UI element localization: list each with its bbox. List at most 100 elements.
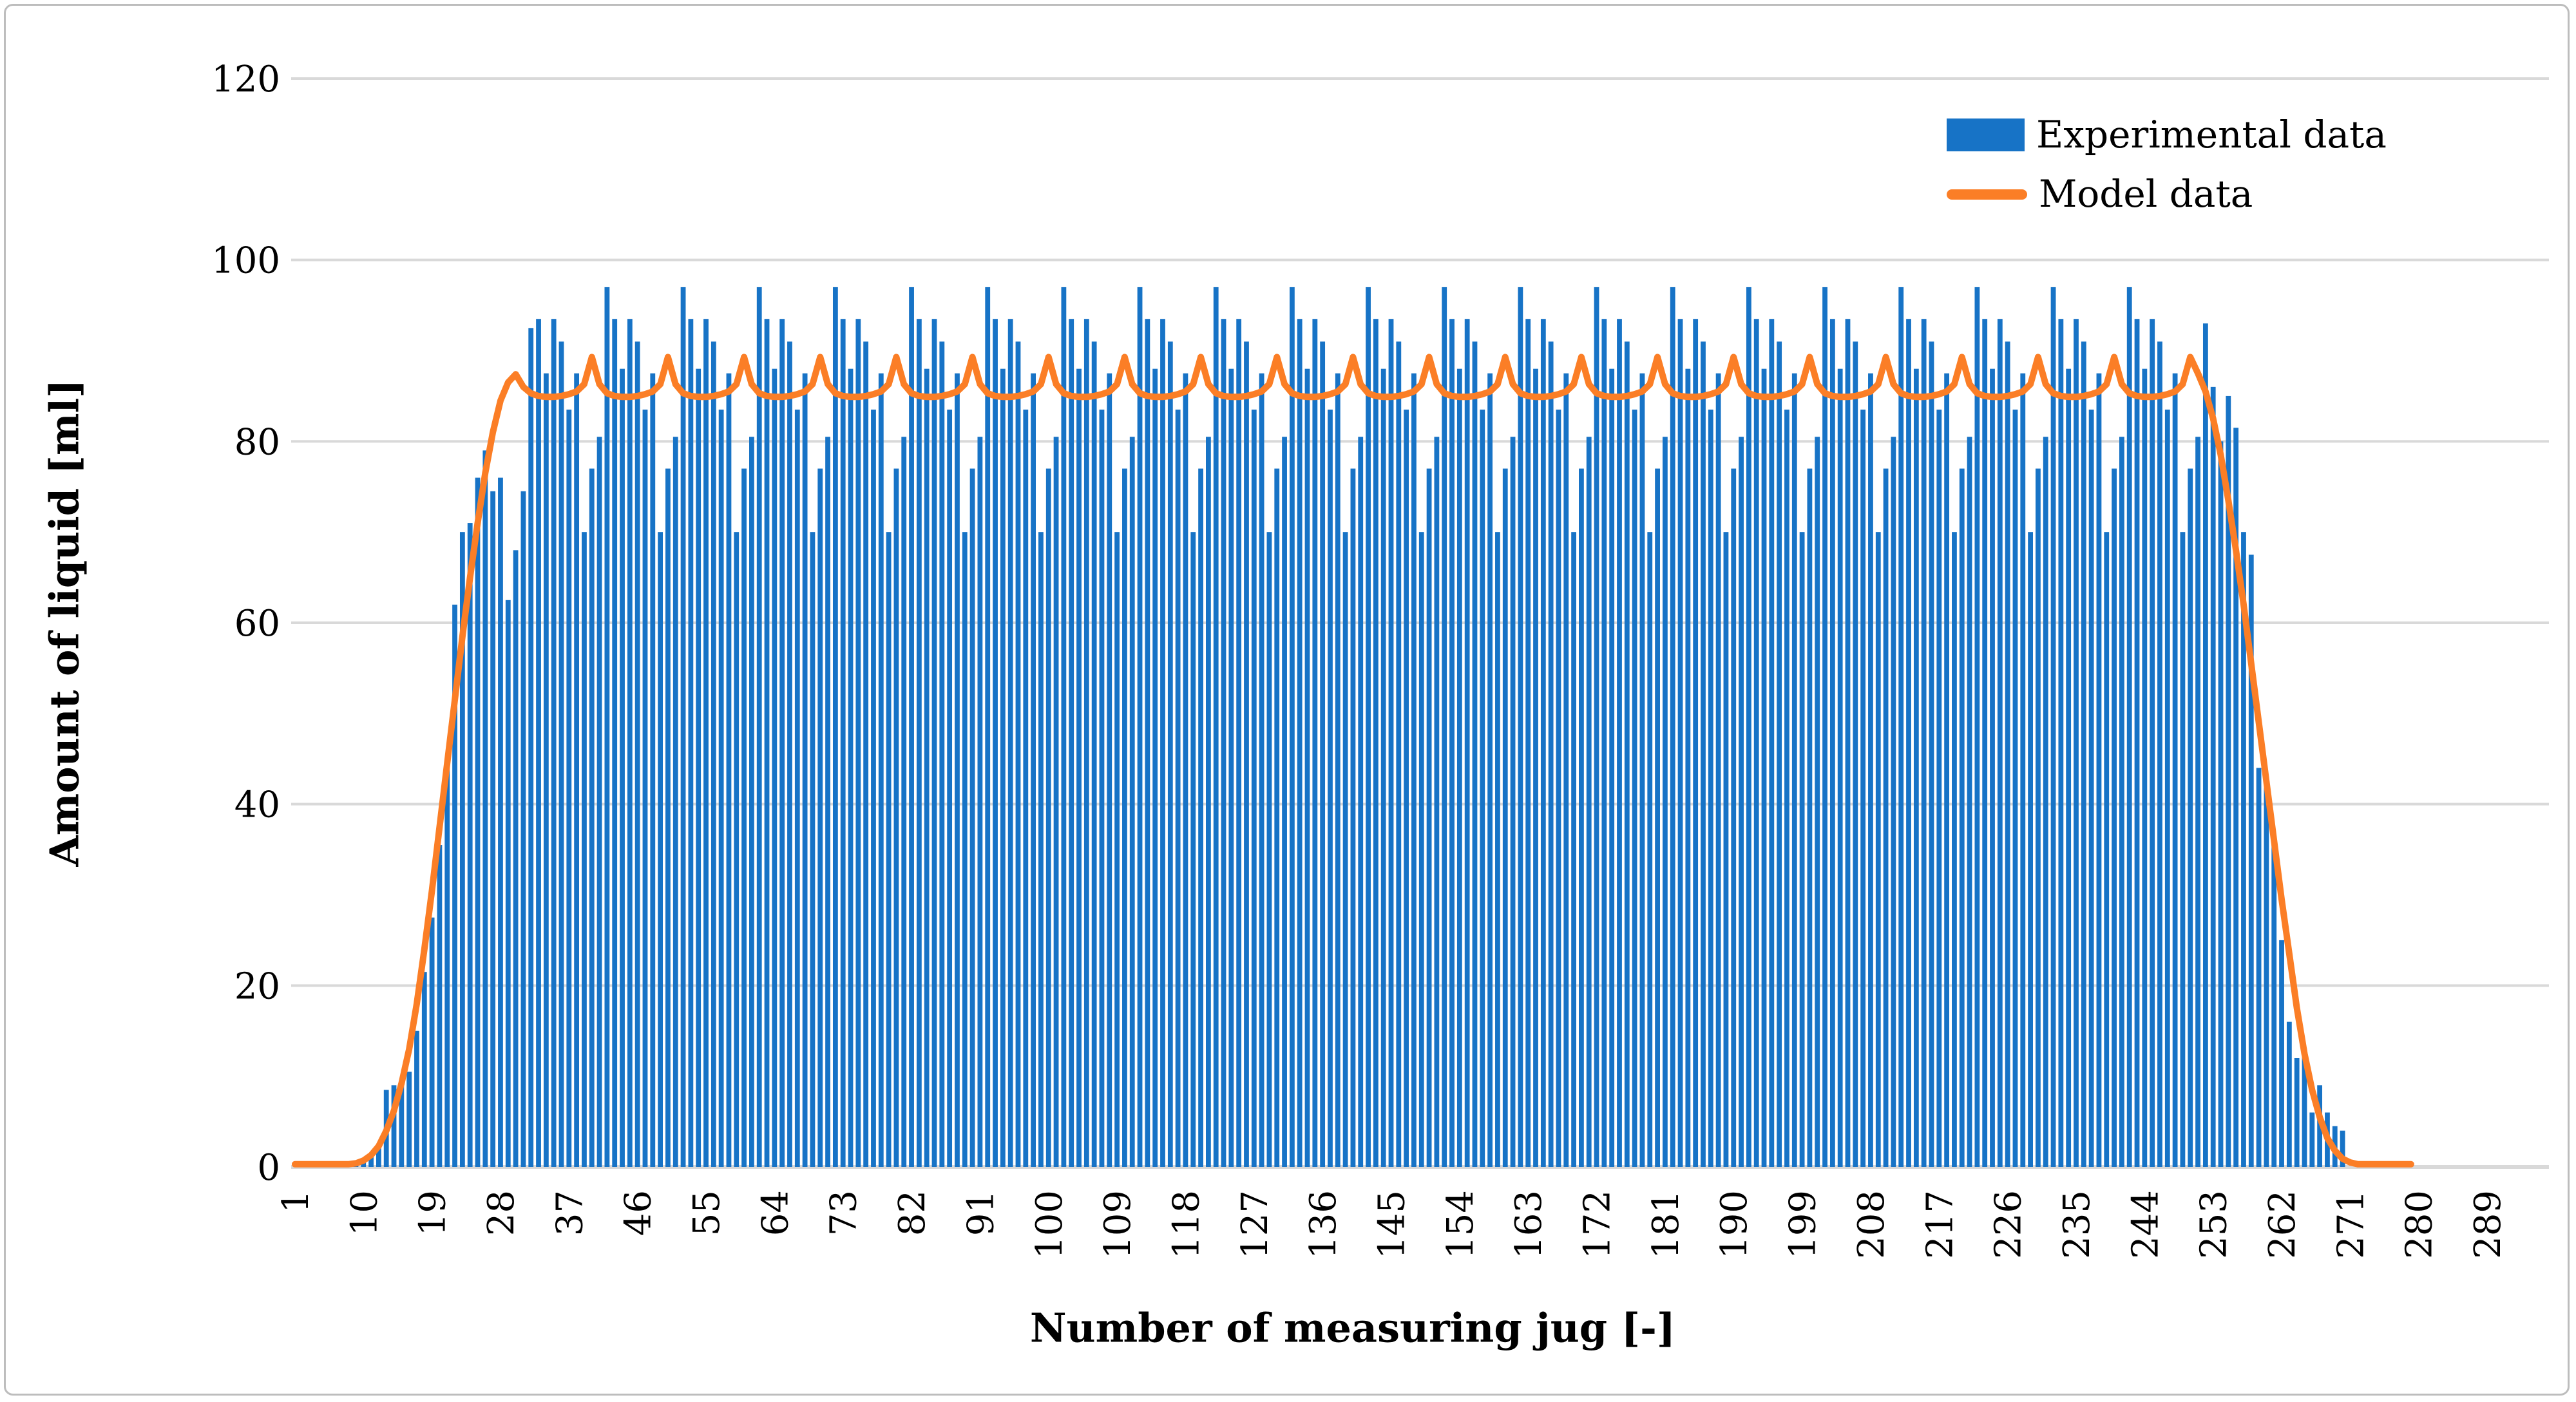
- bar: [1266, 532, 1272, 1167]
- bar: [2112, 468, 2117, 1168]
- bar: [1898, 287, 1904, 1168]
- bar: [2180, 532, 2186, 1167]
- bar: [2264, 781, 2269, 1167]
- bar: [1655, 468, 1660, 1168]
- bar: [2050, 287, 2056, 1168]
- bar: [2302, 1048, 2307, 1167]
- bar: [1753, 319, 1759, 1167]
- y-tick-label: 60: [234, 603, 280, 645]
- bar: [2119, 437, 2124, 1167]
- bar: [1518, 287, 1523, 1168]
- bar: [1380, 368, 1386, 1167]
- bar: [1152, 368, 1158, 1167]
- bar: [848, 368, 854, 1167]
- bar: [1129, 437, 1135, 1167]
- x-tick-label: 172: [1577, 1190, 1619, 1259]
- model-data-swatch-icon: [1947, 189, 2027, 200]
- bar: [2142, 368, 2148, 1167]
- bar: [772, 368, 778, 1167]
- bar: [1891, 437, 1896, 1167]
- bar: [2286, 1021, 2292, 1167]
- bar: [1206, 437, 1211, 1167]
- legend-label-experimental: Experimental data: [2036, 113, 2387, 156]
- bar: [543, 373, 549, 1168]
- legend-item-experimental: Experimental data: [1947, 113, 2387, 156]
- bar: [1328, 410, 1333, 1167]
- bar: [650, 373, 656, 1168]
- bar: [1404, 410, 1409, 1167]
- bar: [734, 532, 739, 1167]
- bar: [1221, 319, 1226, 1167]
- bar: [1114, 532, 1120, 1167]
- bar: [437, 845, 443, 1167]
- bar: [574, 373, 580, 1168]
- bar: [1952, 532, 1957, 1167]
- bar: [1183, 373, 1188, 1168]
- bar: [2066, 368, 2072, 1167]
- x-tick-label: 19: [412, 1190, 454, 1236]
- bar: [749, 437, 754, 1167]
- bar: [566, 410, 572, 1167]
- bar: [1601, 319, 1607, 1167]
- bar: [406, 1072, 412, 1167]
- bar: [756, 287, 762, 1168]
- bar: [2233, 428, 2239, 1168]
- x-tick-label: 154: [1440, 1190, 1482, 1259]
- bar: [444, 768, 450, 1167]
- x-tick-label: 10: [343, 1190, 385, 1236]
- bar: [2020, 373, 2026, 1168]
- bar: [1708, 410, 1713, 1167]
- bar: [802, 373, 808, 1168]
- bar: [634, 341, 640, 1167]
- bar: [459, 532, 465, 1167]
- bar: [1320, 341, 1326, 1167]
- bar: [520, 491, 526, 1167]
- bar: [627, 319, 633, 1167]
- bar: [1845, 319, 1851, 1167]
- bar: [711, 341, 716, 1167]
- bar: [2210, 386, 2216, 1168]
- x-tick-label: 46: [618, 1190, 660, 1236]
- bar: [787, 341, 792, 1167]
- bar: [1099, 410, 1105, 1167]
- bar: [1974, 287, 1980, 1168]
- bar: [1639, 373, 1645, 1168]
- bar: [916, 319, 922, 1167]
- bar: [1373, 319, 1379, 1167]
- bar: [1487, 373, 1493, 1168]
- bar: [1107, 373, 1112, 1168]
- bar: [1571, 532, 1576, 1167]
- bar: [2172, 373, 2178, 1168]
- bar: [452, 604, 457, 1167]
- bar: [1936, 410, 1942, 1167]
- bar: [1411, 373, 1417, 1168]
- bar: [1632, 410, 1637, 1167]
- bar: [1472, 341, 1478, 1167]
- bar: [1525, 319, 1531, 1167]
- bar: [1807, 468, 1813, 1168]
- bar: [810, 532, 816, 1167]
- bar: [1875, 532, 1881, 1167]
- bar: [1335, 373, 1340, 1168]
- bar: [1548, 341, 1554, 1167]
- bar: [1701, 341, 1706, 1167]
- bar: [1997, 319, 2003, 1167]
- bar: [589, 468, 595, 1168]
- bar: [1297, 319, 1302, 1167]
- y-tick-label: 40: [234, 784, 280, 826]
- bar: [878, 373, 884, 1168]
- bar: [1000, 368, 1006, 1167]
- bar: [665, 468, 671, 1168]
- bar: [2074, 319, 2079, 1167]
- bar: [1594, 287, 1599, 1168]
- bar: [1777, 341, 1782, 1167]
- bar: [2188, 468, 2193, 1168]
- bar: [2279, 940, 2284, 1167]
- bar: [1045, 468, 1051, 1168]
- bar: [825, 437, 830, 1167]
- x-tick-label: 127: [1234, 1190, 1276, 1259]
- x-tick-label: 190: [1713, 1190, 1755, 1259]
- bar: [2248, 554, 2254, 1167]
- bar: [1731, 468, 1737, 1168]
- bar: [1624, 341, 1630, 1167]
